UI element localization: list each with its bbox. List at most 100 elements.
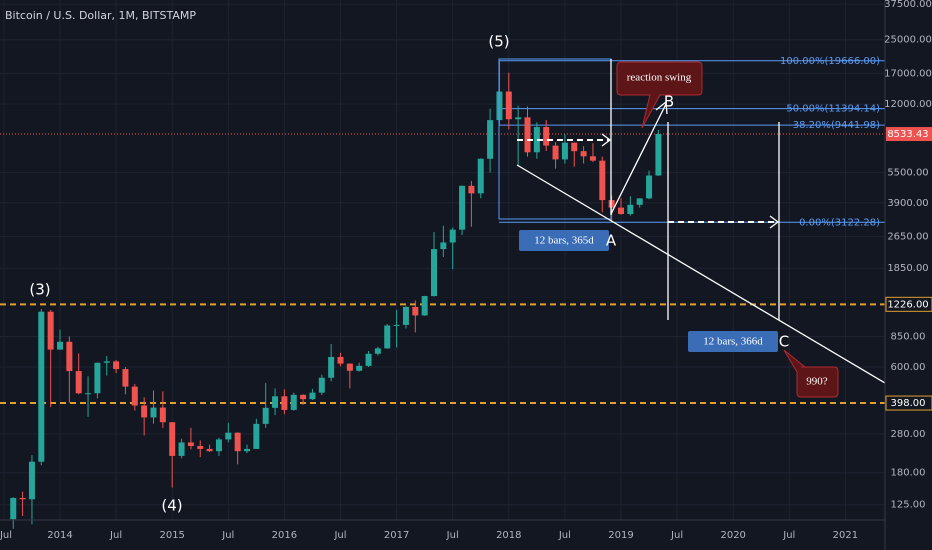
candle-body <box>197 445 204 449</box>
candle-body <box>122 369 129 387</box>
candle-body <box>449 229 456 243</box>
candle-body <box>272 396 279 408</box>
x-tick-label: Jul <box>221 530 234 541</box>
candle-body <box>66 341 73 372</box>
grid <box>0 0 885 520</box>
candle-body <box>262 407 269 424</box>
candle-body <box>309 392 316 400</box>
candle-body <box>94 362 101 394</box>
candle-body <box>393 324 400 326</box>
callout <box>783 349 839 398</box>
candle-body <box>421 296 428 316</box>
candle-body <box>328 356 335 378</box>
last-price-label: 8533.43 <box>887 129 928 140</box>
candle-body <box>47 311 54 350</box>
y-tick-label: 12000.00 <box>884 99 932 110</box>
candle-body <box>627 204 634 215</box>
label-box <box>519 230 609 251</box>
y-tick-label: 37500.00 <box>884 0 932 10</box>
last-price-badge <box>886 127 932 142</box>
y-tick-label: 17000.00 <box>884 69 932 80</box>
y-tick-label: 25000.00 <box>884 35 932 46</box>
candle-body <box>103 361 110 363</box>
wave-label: (5) <box>488 33 509 51</box>
candle-body <box>85 393 92 395</box>
fib-label: 100.00%(19666.00) <box>780 56 880 67</box>
trend-line <box>516 164 886 384</box>
x-tick-label: Jul <box>446 530 459 541</box>
candle-body <box>300 394 307 400</box>
candle-body <box>19 497 26 500</box>
candle-body <box>290 394 297 410</box>
y-tick-label: 2650.00 <box>887 232 928 243</box>
candle-body <box>524 117 531 153</box>
fib-label: 50.00%(11394.14) <box>786 104 880 115</box>
annotation: 12 bars, 365d <box>534 235 594 247</box>
candle-body <box>337 356 344 364</box>
level-badge <box>885 296 932 312</box>
x-tick-label: 2017 <box>384 530 409 541</box>
x-tick-label: 2016 <box>272 530 297 541</box>
candle-body <box>131 386 138 406</box>
candle-body <box>206 448 213 452</box>
candle-body <box>178 442 185 456</box>
candle-body <box>533 127 540 153</box>
callout <box>616 61 703 129</box>
candle-body <box>636 198 643 205</box>
candle-body <box>159 407 166 423</box>
x-tick-label: 2019 <box>608 530 633 541</box>
annotation: 990? <box>806 376 828 388</box>
label-box <box>688 331 778 352</box>
candle-body <box>618 207 624 215</box>
candle-body <box>599 160 606 201</box>
x-tick-label: 2021 <box>833 530 858 541</box>
x-tick-label: Jul <box>0 530 12 541</box>
candle-body <box>234 432 241 452</box>
candle-body <box>543 127 550 146</box>
candle-body <box>505 91 512 120</box>
candle-body <box>169 422 176 456</box>
candle-body <box>113 361 120 370</box>
candle-body <box>412 306 419 316</box>
y-tick-label: 5500.00 <box>887 168 928 179</box>
candle-body <box>346 363 353 371</box>
arrow-head <box>601 133 612 147</box>
x-tick-label: 2015 <box>159 530 184 541</box>
y-tick-label: 3900.00 <box>887 198 928 209</box>
swing-line <box>610 103 667 215</box>
x-tick-label: 2018 <box>496 530 521 541</box>
candle-body <box>608 200 615 208</box>
candle-body <box>253 423 260 449</box>
candle-body <box>384 325 391 349</box>
x-tick-label: 2020 <box>720 530 745 541</box>
y-tick-label: 180.00 <box>891 468 926 479</box>
candle-body <box>10 497 17 520</box>
level-label: 398.00 <box>891 398 926 409</box>
x-tick-label: Jul <box>333 530 346 541</box>
candle-body <box>281 396 288 410</box>
candle-body <box>244 448 250 452</box>
levels <box>0 133 885 405</box>
candle-body <box>515 117 522 120</box>
level-badge <box>885 395 932 411</box>
wave-label: (3) <box>29 281 50 299</box>
candle-body <box>477 158 484 194</box>
point-label: B <box>664 93 674 111</box>
x-tick-label: 2014 <box>47 530 72 541</box>
chart-title: Bitcoin / U.S. Dollar, 1M, BITSTAMP <box>5 9 196 22</box>
candle-body <box>356 365 363 371</box>
candle-body <box>552 145 559 160</box>
y-tick-label: 600.00 <box>891 362 926 373</box>
candle-body <box>141 405 148 418</box>
arrow-head <box>655 100 668 115</box>
candles <box>10 60 662 529</box>
candle-body <box>402 306 409 325</box>
y-tick-label: 125.00 <box>891 500 926 511</box>
annotation: reaction swing <box>627 72 692 84</box>
drawings <box>498 58 886 384</box>
candle-body <box>561 142 568 160</box>
point-label: A <box>606 232 617 250</box>
candle-body <box>655 134 662 176</box>
candle-body <box>374 348 381 354</box>
